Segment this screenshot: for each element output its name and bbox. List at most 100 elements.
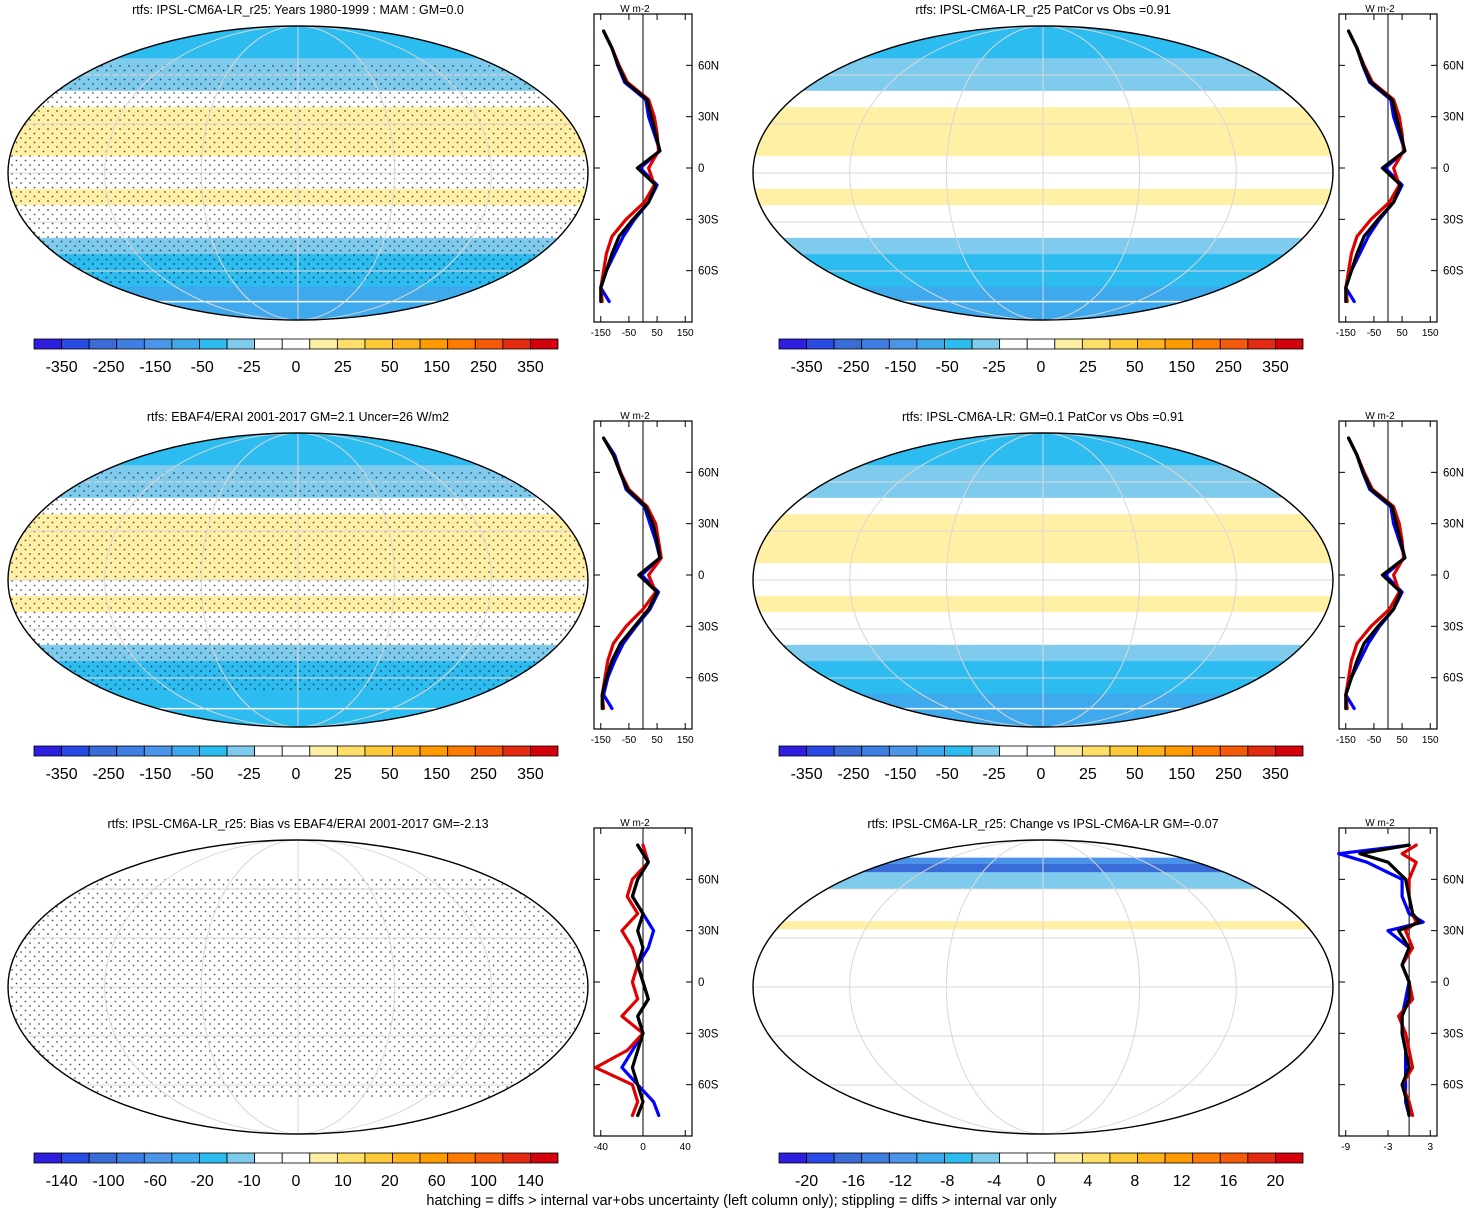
colorbar-swatch [336,745,366,757]
profile-tick-label: -50 [1367,735,1382,746]
colorbar-swatch [226,745,256,757]
map-field [753,26,1333,320]
colorbar-swatch [806,1152,835,1164]
colorbar-swatch [1137,338,1166,350]
latitude-label: 30S [1443,214,1464,226]
colorbar-label: 50 [381,766,399,783]
colorbar-swatch [474,1152,504,1164]
latitude-label: 30N [698,926,719,938]
profile-tick-label: 50 [652,328,664,339]
latitude-label: 30N [1443,112,1464,124]
latitude-label: 0 [1443,570,1449,582]
colorbar-swatch [281,1152,311,1164]
colorbar-swatch [1192,745,1221,757]
profile-tick-label: -50 [622,735,637,746]
colorbar-label: 150 [423,359,450,376]
profile-tick-label: 50 [1397,328,1409,339]
colorbar-swatch [1109,338,1138,350]
colorbar-label: 250 [470,766,497,783]
colorbar-swatch [1137,1152,1166,1164]
colorbar-label: -8 [940,1173,954,1190]
chart-title: rtfs: IPSL-CM6A-LR: GM=0.1 PatCor vs Obs… [902,410,1184,424]
colorbar-swatch [447,338,476,350]
profile-series-3 [1344,436,1407,711]
colorbar-label: 25 [334,359,352,376]
colorbar-swatch [1192,1152,1221,1164]
zonal-mean-profile: W m-2 -150 -50 50 150 60N 30N 0 30S 60S [591,411,719,746]
colorbar-swatch [1164,338,1194,350]
latitude-label: 60N [1443,874,1464,886]
zonal-mean-profile: W m-2 -150 -50 50 150 60N 30N 0 30S 60S [591,4,719,339]
colorbar-swatch [88,1152,118,1164]
colorbar-swatch [199,745,228,757]
colorbar-label: -50 [191,359,214,376]
latitude-label: 60S [1443,1080,1464,1092]
colorbar-label: 250 [1215,359,1242,376]
colorbar-swatch [1081,338,1111,350]
colorbar-swatch [1081,1152,1111,1164]
profile-tick-label: -9 [1341,1142,1350,1153]
graticule [8,433,588,727]
colorbar-swatch [944,338,973,350]
figure-footnote: hatching = diffs > internal var+obs unce… [426,1193,1057,1209]
colorbar: -350 -250 -150 -50 -25 0 25 50 150 250 350 [33,745,559,783]
colorbar-swatch [916,1152,945,1164]
colorbar-swatch [888,338,918,350]
colorbar-swatch [944,1152,973,1164]
colorbar-label: -100 [92,1173,124,1190]
colorbar-swatch [778,745,807,757]
profile-unit: W m-2 [1365,818,1395,829]
colorbar-swatch [226,338,256,350]
colorbar-swatch [116,745,145,757]
latitude-label: 60N [698,874,719,886]
colorbar-label: -4 [987,1173,1001,1190]
colorbar-swatch [143,1152,173,1164]
profile-tick-label: -150 [591,328,611,339]
colorbar-label: 150 [1168,359,1195,376]
profile-series-3 [1344,29,1407,304]
colorbar-label: -350 [791,766,823,783]
map-outline [7,25,589,321]
panel-1: rtfs: IPSL-CM6A-LR_r25: Years 1980-1999 … [0,0,740,405]
colorbar-swatch [199,1152,228,1164]
zonal-mean-profile: W m-2 -40 0 40 60N 30N 0 30S 60S [593,818,719,1153]
colorbar-swatch [833,338,863,350]
panel-3: rtfs: EBAF4/ERAI 2001-2017 GM=2.1 Uncer=… [0,407,740,812]
colorbar-label: -50 [936,766,959,783]
zonal-mean-profile: W m-2 -150 -50 50 150 60N 30N 0 30S 60S [1336,411,1464,746]
colorbar-swatch [861,1152,890,1164]
latitude-label: 30N [698,519,719,531]
colorbar-swatch [971,338,1001,350]
graticule [8,26,588,320]
map-outline [7,432,589,728]
colorbar-swatch [309,1152,338,1164]
colorbar-label: 150 [1168,766,1195,783]
colorbar-label: -25 [238,359,261,376]
panel-5: rtfs: IPSL-CM6A-LR_r25: Bias vs EBAF4/ER… [0,814,740,1219]
colorbar-label: -25 [983,766,1006,783]
colorbar-swatch [143,745,173,757]
latitude-label: 0 [698,570,704,582]
map-field [8,26,588,320]
map-field [753,433,1333,727]
profile-unit: W m-2 [620,818,650,829]
colorbar-label: -16 [842,1173,865,1190]
colorbar: -20 -16 -12 -8 -4 0 4 8 12 16 20 [778,1152,1304,1190]
profile-series-2 [593,843,650,1118]
chart-title: rtfs: IPSL-CM6A-LR_r25 PatCor vs Obs =0.… [915,3,1170,17]
latitude-label: 60S [698,1080,719,1092]
colorbar-swatch [88,745,118,757]
colorbar-label: -250 [92,766,124,783]
colorbar-swatch [392,338,421,350]
colorbar-swatch [1275,745,1304,757]
latitude-label: 60S [1443,673,1464,685]
profile-series-3 [600,436,662,711]
colorbar-swatch [336,338,366,350]
colorbar-swatch [33,338,62,350]
latitude-label: 0 [1443,977,1449,989]
colorbar-swatch [309,745,338,757]
colorbar-label: 25 [334,766,352,783]
chart-title: rtfs: IPSL-CM6A-LR_r25: Bias vs EBAF4/ER… [107,817,488,831]
map-outline [7,839,589,1135]
map-field [753,840,1333,1134]
